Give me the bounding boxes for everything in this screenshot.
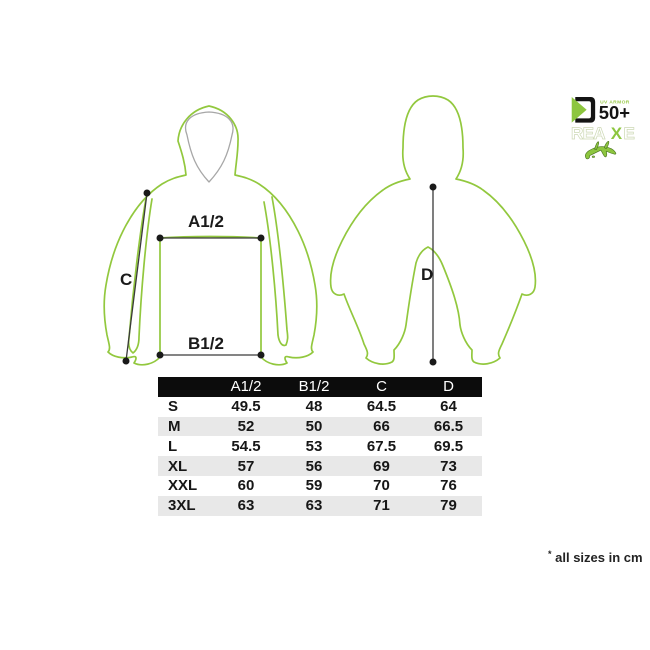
- svg-text:X: X: [611, 124, 623, 143]
- svg-text:B1/2: B1/2: [188, 334, 224, 353]
- svg-text:REA: REA: [571, 124, 605, 143]
- svg-text:50+: 50+: [599, 102, 631, 123]
- svg-text:C: C: [120, 270, 132, 289]
- svg-text:E: E: [624, 124, 635, 143]
- svg-text:A1/2: A1/2: [188, 212, 224, 231]
- svg-text:D: D: [421, 265, 433, 284]
